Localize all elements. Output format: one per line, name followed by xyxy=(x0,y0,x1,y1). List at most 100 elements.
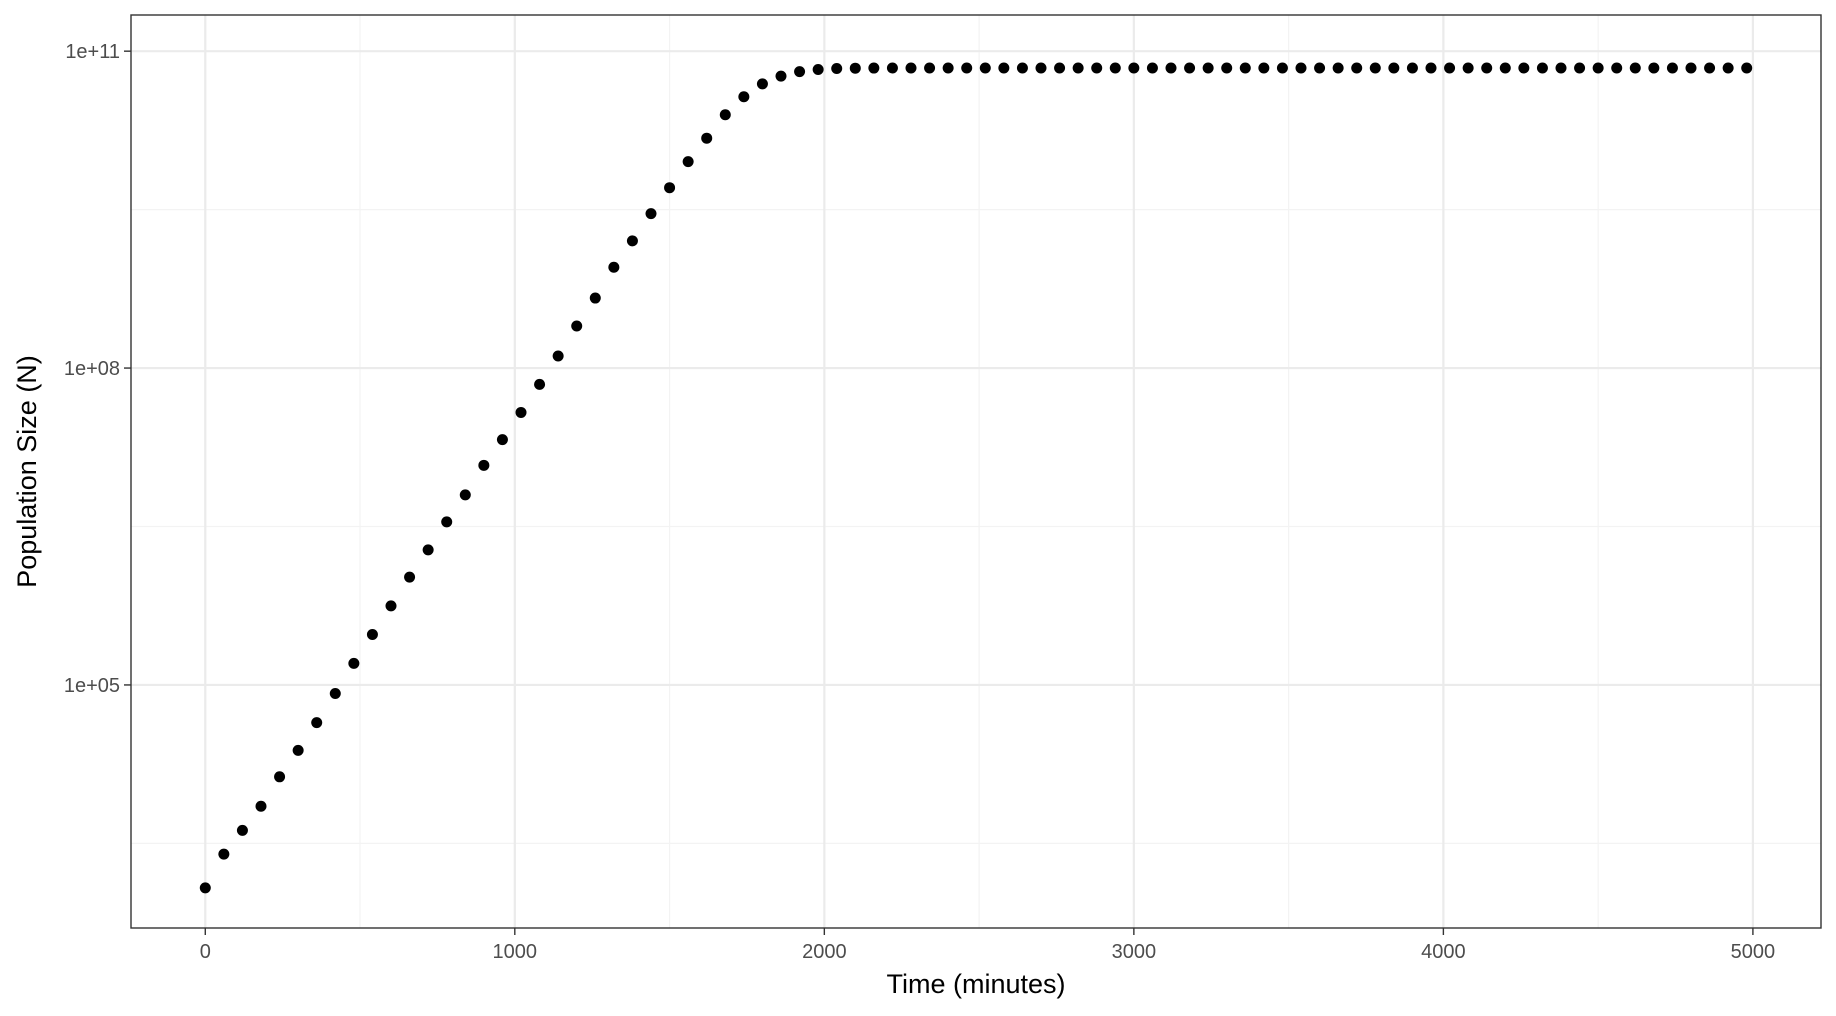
data-point xyxy=(1574,62,1586,74)
y-tick-label: 1e+11 xyxy=(65,41,120,63)
y-tick-label: 1e+05 xyxy=(64,675,120,697)
data-point xyxy=(1629,62,1641,74)
data-point xyxy=(1555,62,1567,74)
y-axis-ticks: 1e+05 1e+08 1e+11 xyxy=(64,41,131,697)
data-point xyxy=(385,600,397,612)
data-point xyxy=(236,824,248,836)
data-point xyxy=(738,91,750,103)
data-point xyxy=(274,771,286,783)
data-point xyxy=(608,261,620,273)
data-point xyxy=(1295,62,1307,74)
data-point xyxy=(255,800,267,812)
y-axis-title: Population Size (N) xyxy=(12,355,42,588)
data-point xyxy=(1221,62,1233,74)
data-point xyxy=(348,657,360,669)
x-axis-ticks: 0 1000 2000 3000 4000 5000 xyxy=(200,928,1775,963)
data-point xyxy=(1109,62,1121,74)
data-point xyxy=(775,70,787,82)
data-point xyxy=(924,62,936,74)
data-point xyxy=(1666,62,1678,74)
data-point xyxy=(794,66,806,78)
data-point xyxy=(701,132,713,144)
data-point xyxy=(1146,62,1158,74)
data-point xyxy=(1165,62,1177,74)
data-point xyxy=(459,489,471,501)
data-point xyxy=(961,62,973,74)
data-point xyxy=(756,78,768,90)
data-point xyxy=(1722,62,1734,74)
data-point xyxy=(1518,62,1530,74)
data-point xyxy=(1536,62,1548,74)
data-point xyxy=(1648,62,1660,74)
data-point xyxy=(1592,62,1604,74)
data-point xyxy=(1258,62,1270,74)
data-point xyxy=(868,62,880,74)
data-point xyxy=(478,459,490,471)
data-point xyxy=(589,292,601,304)
data-point xyxy=(1016,62,1028,74)
data-point xyxy=(404,571,416,583)
data-point xyxy=(292,744,304,756)
data-point xyxy=(1239,62,1251,74)
data-point xyxy=(942,62,954,74)
x-tick-label: 2000 xyxy=(802,941,847,963)
data-point xyxy=(1741,62,1753,74)
x-tick-label: 1000 xyxy=(493,941,538,963)
y-tick-label: 1e+08 xyxy=(64,358,120,380)
data-points xyxy=(199,62,1753,894)
data-point xyxy=(905,62,917,74)
data-point xyxy=(831,63,843,75)
data-point xyxy=(812,64,824,76)
data-point xyxy=(1499,62,1511,74)
data-point xyxy=(1611,62,1623,74)
data-point xyxy=(1332,62,1344,74)
major-gridlines xyxy=(131,15,1821,928)
data-point xyxy=(626,235,638,247)
data-point xyxy=(441,516,453,528)
data-point xyxy=(534,378,546,390)
data-point xyxy=(682,156,694,168)
data-point xyxy=(1388,62,1400,74)
data-point xyxy=(664,182,676,194)
x-tick-label: 3000 xyxy=(1112,941,1157,963)
data-point xyxy=(1072,62,1084,74)
data-point xyxy=(1351,62,1363,74)
data-point xyxy=(1035,62,1047,74)
data-point xyxy=(1369,62,1381,74)
data-point xyxy=(1481,62,1493,74)
data-point xyxy=(1406,62,1418,74)
data-point xyxy=(645,208,657,220)
x-tick-label: 0 xyxy=(200,941,211,963)
data-point xyxy=(1444,62,1456,74)
data-point xyxy=(1704,62,1716,74)
data-point xyxy=(849,62,861,74)
data-point xyxy=(366,629,378,641)
data-point xyxy=(311,717,323,729)
x-axis-title: Time (minutes) xyxy=(886,969,1065,999)
data-point xyxy=(571,320,583,332)
data-point xyxy=(1276,62,1288,74)
data-point xyxy=(218,848,230,860)
data-point xyxy=(1054,62,1066,74)
data-point xyxy=(886,62,898,74)
data-point xyxy=(1128,62,1140,74)
panel-border xyxy=(130,14,1822,929)
data-point xyxy=(1425,62,1437,74)
data-point xyxy=(552,350,564,362)
data-point xyxy=(496,434,508,446)
data-point xyxy=(1314,62,1326,74)
data-point xyxy=(329,687,341,699)
x-tick-label: 5000 xyxy=(1731,941,1776,963)
minor-gridlines xyxy=(131,15,1821,928)
x-tick-label: 4000 xyxy=(1421,941,1466,963)
data-point xyxy=(719,109,731,121)
data-point xyxy=(1685,62,1697,74)
data-point xyxy=(199,882,211,894)
data-point xyxy=(1202,62,1214,74)
data-point xyxy=(1462,62,1474,74)
data-point xyxy=(979,62,991,74)
data-point xyxy=(1091,62,1103,74)
data-point xyxy=(1184,62,1196,74)
